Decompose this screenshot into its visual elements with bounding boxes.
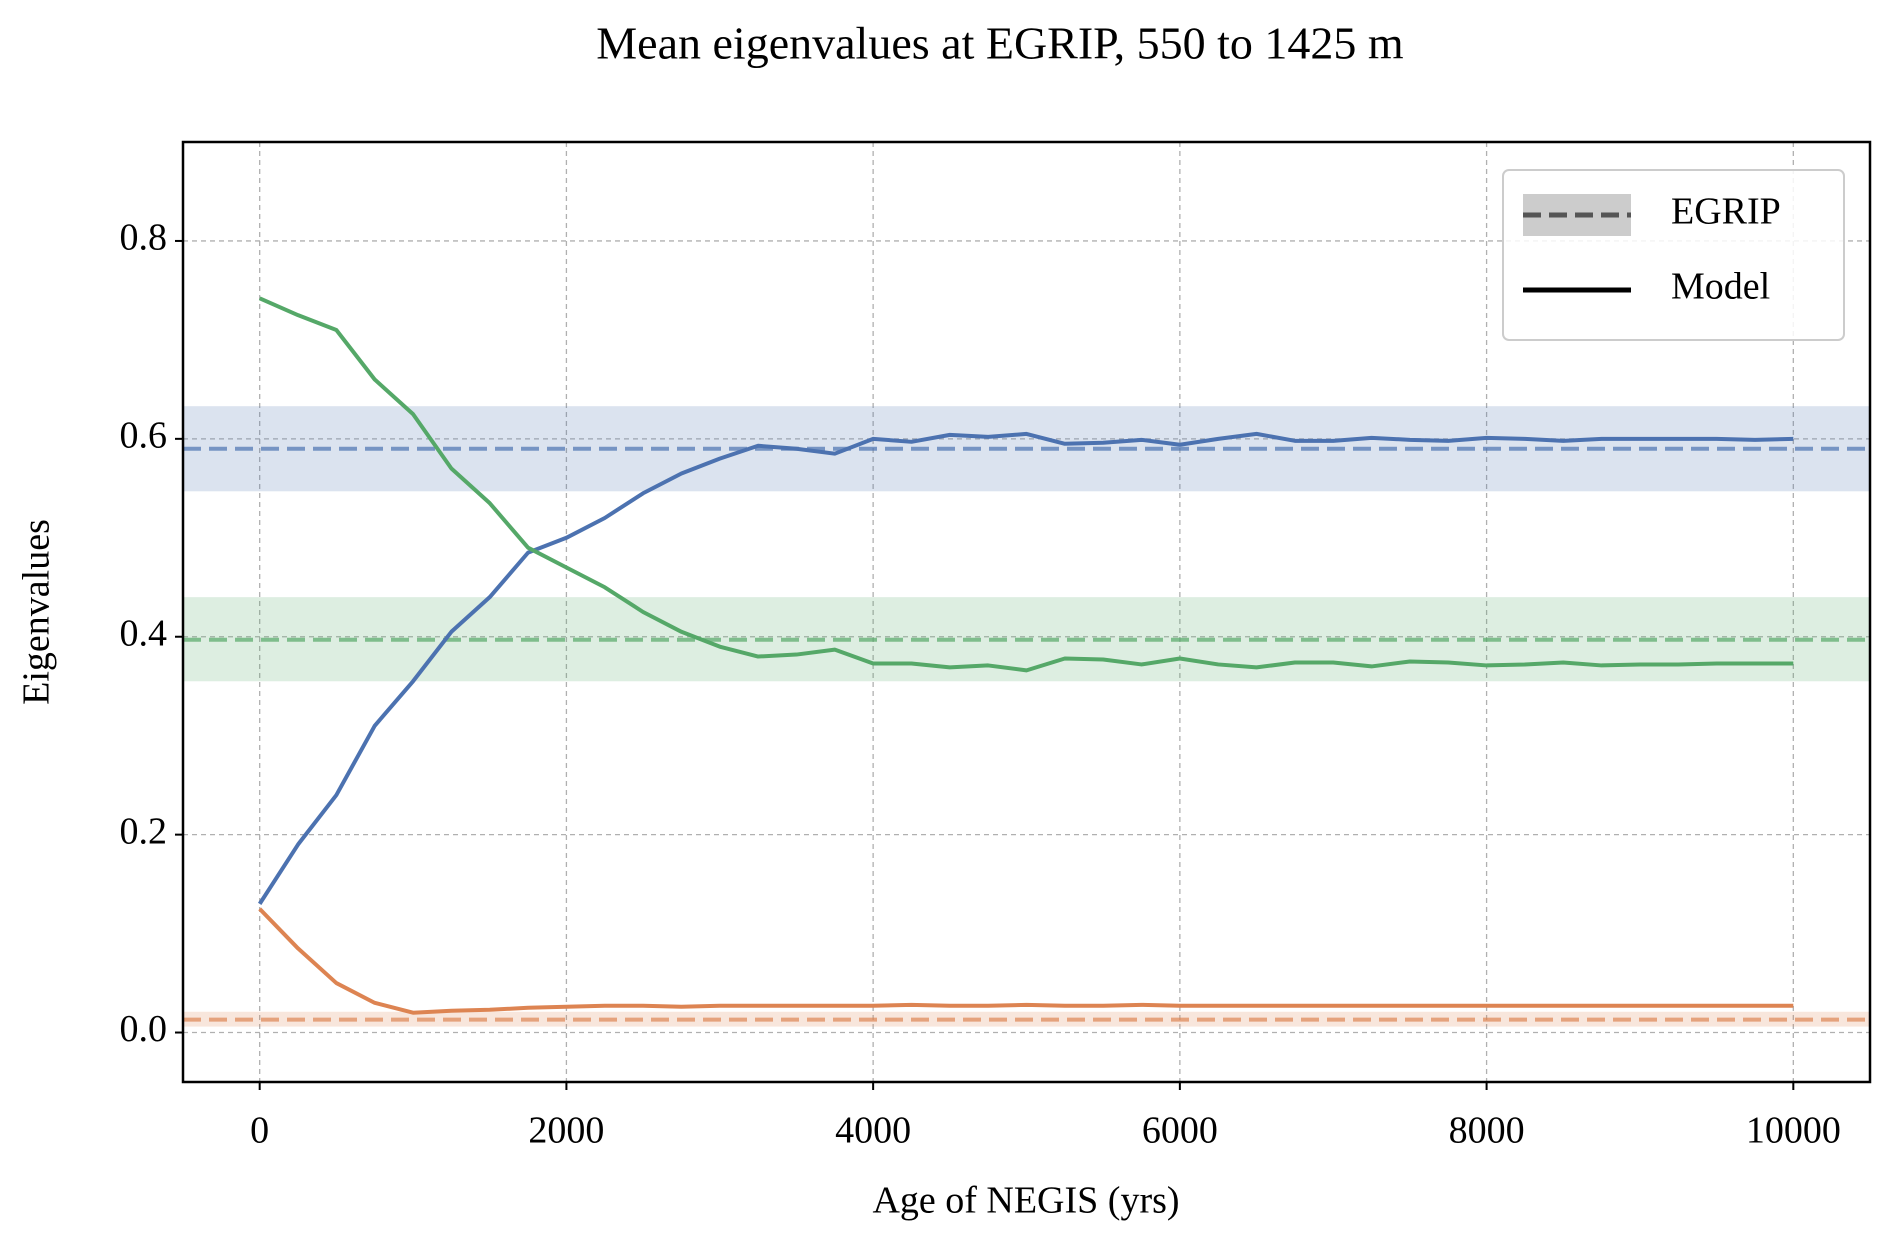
y-tick-label: 0.2	[120, 810, 168, 852]
y-tick-label: 0.8	[120, 217, 168, 259]
x-axis-label: Age of NEGIS (yrs)	[872, 1180, 1179, 1222]
x-tick-label: 10000	[1746, 1110, 1841, 1152]
x-tick-label: 0	[250, 1110, 269, 1152]
series-line	[258, 907, 1794, 1015]
chart-title: Mean eigenvalues at EGRIP, 550 to 1425 m	[596, 18, 1404, 69]
legend-label: EGRIP	[1671, 191, 1781, 233]
x-tick-label: 2000	[528, 1110, 604, 1152]
x-tick-label: 4000	[835, 1110, 911, 1152]
x-tick-label: 6000	[1142, 1110, 1218, 1152]
y-tick-label: 0.0	[120, 1008, 168, 1050]
y-tick-label: 0.6	[120, 415, 168, 457]
series-line	[258, 296, 1794, 673]
x-tick-label: 8000	[1449, 1110, 1525, 1152]
y-axis-label: Eigenvalues	[16, 519, 58, 705]
legend-label: Model	[1671, 266, 1770, 308]
series-line	[258, 431, 1794, 905]
plot-frame	[181, 140, 1872, 1084]
y-tick-label: 0.4	[120, 612, 168, 654]
